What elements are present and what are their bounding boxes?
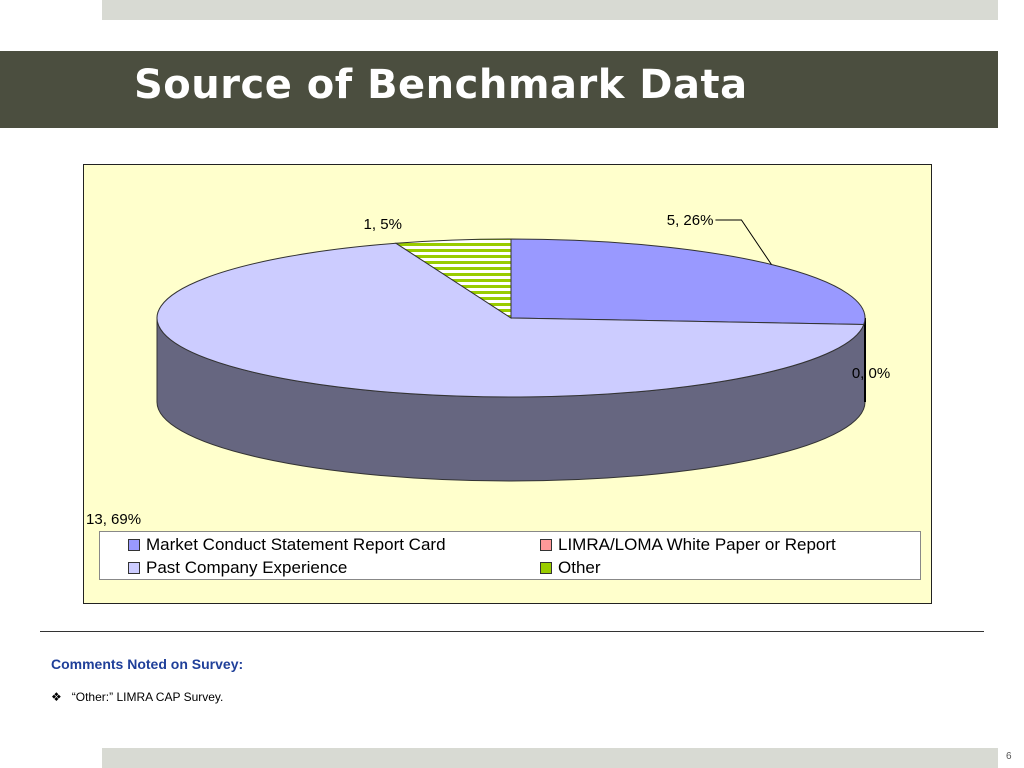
bottom-accent-bar [102, 748, 998, 768]
legend-item-other: Other [540, 558, 601, 578]
pie-slice-past-experience [156, 242, 865, 398]
data-label-market-conduct: 5, 26% [667, 212, 714, 229]
comment-bullet: ❖ “Other:” LIMRA CAP Survey. [51, 690, 223, 704]
legend-swatch [540, 539, 552, 551]
legend-label: Other [558, 558, 601, 577]
legend-label: LIMRA/LOMA White Paper or Report [558, 535, 836, 554]
chart-area: 5, 26% 0, 0% 13, 69% 1, 5% Market Conduct S… [83, 164, 932, 604]
section-divider [40, 631, 984, 632]
chart-legend: Market Conduct Statement Report Card LIM… [99, 531, 921, 580]
data-label-layer: 5, 26% 0, 0% 13, 69% 1, 5% [86, 212, 890, 528]
pie-slice-other [394, 238, 512, 319]
legend-label: Past Company Experience [146, 558, 348, 577]
data-label-other: 1, 5% [364, 216, 402, 233]
comment-text: “Other:” LIMRA CAP Survey. [71, 690, 224, 704]
comments-heading: Comments Noted on Survey: [51, 656, 244, 672]
top-accent-bar [102, 0, 998, 20]
pie-chart: 5, 26% 0, 0% 13, 69% 1, 5% [86, 212, 890, 528]
title-band [0, 51, 998, 128]
leader-line-market-conduct [715, 219, 772, 265]
legend-item-limra-loma: LIMRA/LOMA White Paper or Report [540, 535, 836, 555]
legend-item-past-experience: Past Company Experience [128, 558, 347, 578]
page-number: 6 [1006, 751, 1012, 762]
diamond-bullet-icon: ❖ [51, 690, 62, 704]
slide-title: Source of Benchmark Data [134, 62, 748, 108]
data-label-limra-loma: 0, 0% [852, 365, 890, 382]
data-label-past-experience: 13, 69% [86, 511, 141, 528]
pie-layer [156, 238, 866, 482]
legend-item-market-conduct: Market Conduct Statement Report Card [128, 535, 446, 555]
legend-swatch [540, 562, 552, 574]
legend-swatch [128, 562, 140, 574]
legend-swatch [128, 539, 140, 551]
legend-label: Market Conduct Statement Report Card [146, 535, 446, 554]
pie-slice-market-conduct [510, 238, 866, 326]
